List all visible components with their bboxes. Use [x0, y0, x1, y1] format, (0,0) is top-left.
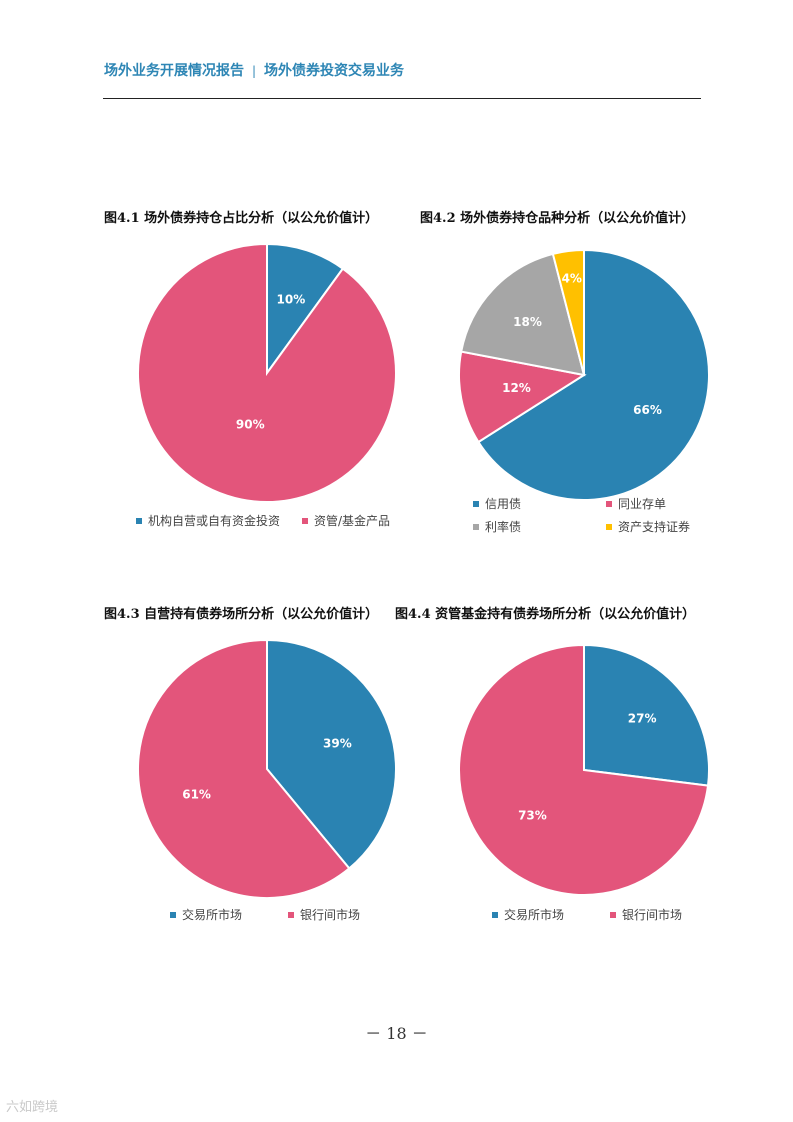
data-label-1: 27% — [628, 712, 657, 726]
legend-label: 资管/基金产品 — [314, 514, 391, 528]
legend-swatch — [610, 911, 616, 918]
legend-label: 同业存单 — [618, 497, 667, 511]
pie-chart-holding-ratio: 10% 90% — [137, 242, 397, 503]
pie-chart-proprietary-venue: 39% 61% — [137, 638, 397, 899]
legend-swatch — [606, 523, 612, 530]
legend-chart-4-4: 交易所市场 银行间市场 — [492, 906, 752, 926]
legend-item: 银行间市场 — [610, 906, 682, 923]
legend-label: 交易所市场 — [504, 908, 565, 922]
legend-swatch — [170, 911, 176, 918]
pie-slice-1 — [266, 242, 345, 377]
pie-slice-1 — [583, 643, 710, 787]
legend-swatch — [606, 500, 612, 507]
data-label-1: 66% — [633, 403, 662, 417]
chart-title-4-1: 图4.1 场外债券持仓占比分析（以公允价值计） — [104, 211, 379, 226]
legend-label: 银行间市场 — [622, 908, 683, 922]
legend-label: 信用债 — [485, 497, 522, 511]
legend-item: 利率债 — [473, 518, 521, 535]
legend-swatch — [136, 517, 142, 524]
pie-slice-2 — [458, 350, 587, 444]
legend-label: 利率债 — [485, 520, 522, 534]
pie-slice-3 — [460, 252, 586, 377]
legend-label: 银行间市场 — [300, 908, 361, 922]
chart-title-4-2: 图4.2 场外债券持仓品种分析（以公允价值计） — [420, 211, 695, 226]
chart-title-4-4: 图4.4 资管基金持有债券场所分析（以公允价值计） — [395, 607, 696, 622]
data-label-2: 61% — [182, 787, 211, 801]
pie-chart-fund-venue: 27% 73% — [458, 643, 710, 896]
pie-slice-2 — [458, 643, 710, 896]
legend-item: 信用债 — [473, 495, 521, 512]
legend-label: 资产支持证券 — [618, 520, 691, 534]
header-section-title: 场外债券投资交易业务 — [264, 63, 405, 79]
pie-slice-4 — [551, 248, 585, 376]
pie-slice-2 — [137, 242, 397, 503]
header-separator: | — [252, 64, 257, 78]
data-label-2: 73% — [518, 808, 547, 822]
legend-swatch — [473, 523, 479, 530]
legend-item: 银行间市场 — [288, 906, 360, 923]
header-report-title: 场外业务开展情况报告 — [104, 63, 244, 79]
legend-item: 同业存单 — [606, 495, 666, 512]
legend-item: 资管/基金产品 — [302, 512, 390, 529]
legend-label: 机构自营或自有资金投资 — [148, 514, 281, 528]
legend-swatch — [302, 517, 308, 524]
data-label-1: 10% — [277, 292, 306, 306]
pie-slice-1 — [266, 638, 397, 870]
legend-chart-4-1: 机构自营或自有资金投资 资管/基金产品 — [136, 512, 436, 532]
legend-label: 交易所市场 — [182, 908, 243, 922]
chart-title-4-3: 图4.3 自营持有债券场所分析（以公允价值计） — [104, 607, 379, 622]
legend-item: 资产支持证券 — [606, 518, 690, 535]
legend-item: 交易所市场 — [170, 906, 242, 923]
data-label-1: 39% — [323, 737, 352, 751]
legend-item: 交易所市场 — [492, 906, 564, 923]
data-label-4: 4% — [562, 271, 582, 285]
legend-swatch — [288, 911, 294, 918]
report-header: 场外业务开展情况报告 | 场外债券投资交易业务 — [104, 60, 404, 80]
legend-chart-4-3: 交易所市场 银行间市场 — [170, 906, 430, 926]
legend-swatch — [492, 911, 498, 918]
data-label-2: 12% — [502, 381, 531, 395]
watermark-logo: 六如跨境 — [6, 1100, 59, 1115]
legend-chart-4-2: 信用债 同业存单利率债 资产支持证券 — [473, 495, 733, 541]
legend-item: 机构自营或自有资金投资 — [136, 512, 280, 529]
legend-swatch — [473, 500, 479, 507]
pie-slice-2 — [137, 638, 351, 899]
pie-slice-1 — [477, 248, 710, 501]
data-label-3: 18% — [513, 315, 542, 329]
pie-chart-bond-types: 66% 12% 18% 4% — [458, 248, 710, 501]
data-label-2: 90% — [236, 418, 265, 432]
page-number: － 18 － — [365, 1024, 428, 1043]
header-divider — [103, 98, 701, 99]
